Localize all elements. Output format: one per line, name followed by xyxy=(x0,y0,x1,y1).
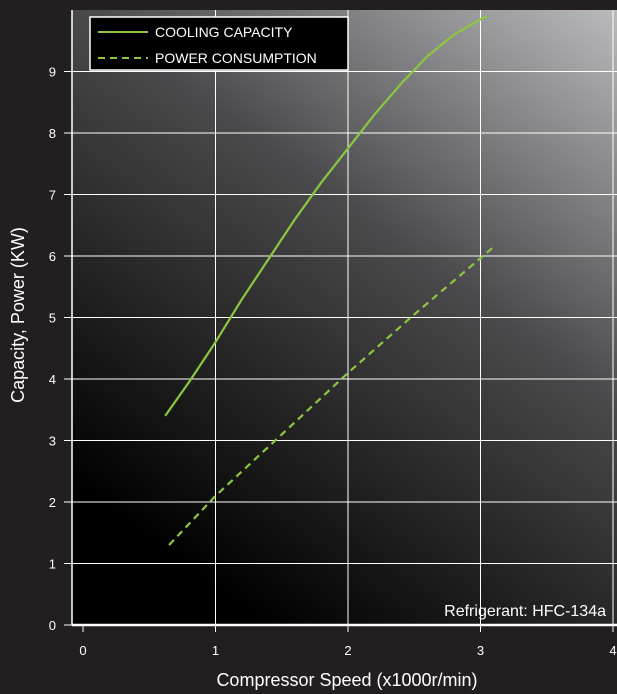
x-tick-label-4: 4 xyxy=(609,643,616,658)
series-line-power-consumption xyxy=(168,245,495,546)
legend-label-power-consumption: POWER CONSUMPTION xyxy=(155,50,317,66)
legend-box xyxy=(89,16,349,71)
y-tick-label-1: 1 xyxy=(49,557,56,572)
y-tick-label-8: 8 xyxy=(49,126,56,141)
x-tick-label-1: 1 xyxy=(212,643,219,658)
y-tick-label-6: 6 xyxy=(49,249,56,264)
y-tick-label-9: 9 xyxy=(49,65,56,80)
y-tick-label-7: 7 xyxy=(49,188,56,203)
x-tick-label-3: 3 xyxy=(477,643,484,658)
y-tick-label-5: 5 xyxy=(49,311,56,326)
x-tick-label-2: 2 xyxy=(344,643,351,658)
axes xyxy=(64,10,617,632)
y-tick-label-3: 3 xyxy=(49,434,56,449)
y-axis-title: Capacity, Power (KW) xyxy=(8,227,28,403)
x-axis-title: Compressor Speed (x1000r/min) xyxy=(216,670,477,690)
legend: COOLING CAPACITY POWER CONSUMPTION xyxy=(89,16,349,71)
legend-label-cooling-capacity: COOLING CAPACITY xyxy=(155,24,293,40)
series-line-cooling-capacity xyxy=(164,15,488,417)
y-tick-label-2: 2 xyxy=(49,495,56,510)
series-lines xyxy=(164,15,495,546)
y-tick-label-4: 4 xyxy=(49,372,56,387)
refrigerant-annotation: Refrigerant: HFC-134a xyxy=(444,603,606,620)
grid xyxy=(72,10,617,625)
y-tick-label-0: 0 xyxy=(49,618,56,633)
tick-labels: 0 1 2 3 4 5 6 7 8 9 0 1 2 3 4 xyxy=(49,65,617,659)
x-tick-label-0: 0 xyxy=(79,643,86,658)
